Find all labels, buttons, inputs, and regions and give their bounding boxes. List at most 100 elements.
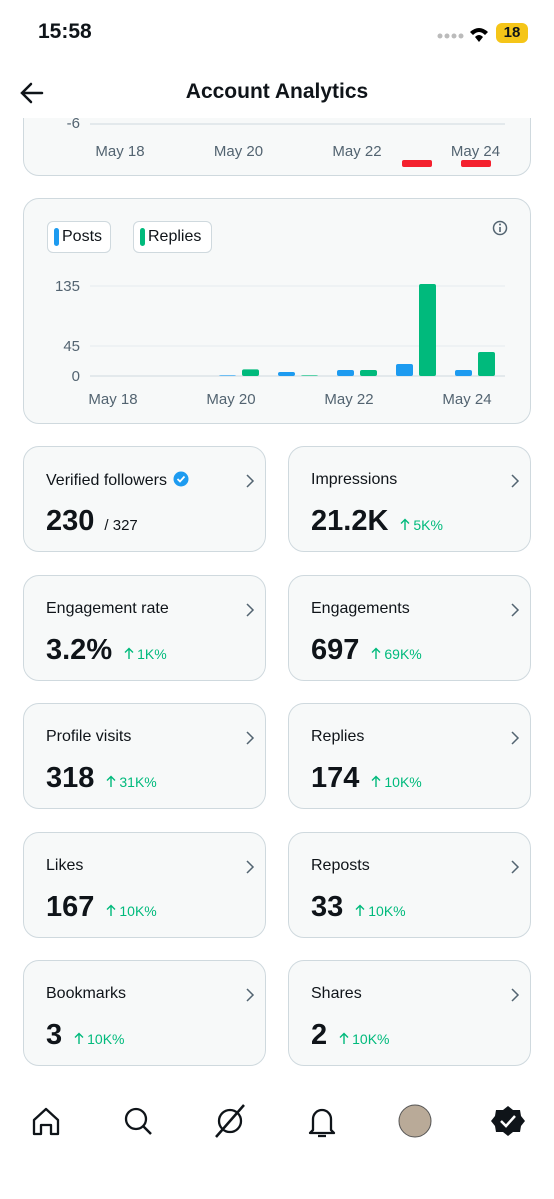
up-arrow [106, 775, 116, 787]
legend-swatch [140, 228, 145, 246]
chevron [246, 474, 255, 488]
metric-number: 697 [311, 633, 360, 666]
nav-premium[interactable] [491, 1106, 525, 1136]
metric-card[interactable]: Likes 167 10K% [23, 831, 266, 938]
metric-number: 3.2% [46, 633, 113, 666]
x-tick-label: May 18 [95, 143, 144, 160]
battery: 18 [496, 23, 528, 43]
y-tick-label: -6 [67, 115, 80, 132]
chevron [246, 602, 255, 617]
chevron [246, 988, 255, 1002]
metric-change-text: 1K% [137, 645, 167, 662]
metric-change-text: 31K% [119, 774, 157, 790]
up-arrow [371, 775, 381, 787]
metric-label: Bookmarks [46, 985, 127, 1002]
metric-change-text: 10K% [87, 1031, 125, 1047]
metric-card[interactable]: Engagements 697 69K% [288, 574, 531, 681]
metric-change: 10K% [74, 1031, 125, 1047]
y-tick-label: 45 [63, 338, 80, 355]
metric-label: Engagement rate [46, 599, 169, 617]
nav-search[interactable] [124, 1107, 152, 1135]
metric-label: Profile visits [46, 728, 132, 745]
chevron [511, 859, 520, 874]
chevron [246, 859, 255, 874]
metric-card[interactable]: Reposts 33 10K% [288, 831, 531, 938]
metric-card[interactable]: Replies 174 10K% [288, 703, 531, 809]
up-arrow [355, 904, 365, 916]
legend-label: Replies [148, 228, 202, 245]
up-arrow [74, 1032, 84, 1044]
metric-value: 2 10K% [311, 1019, 390, 1052]
metric-label: Replies [311, 728, 365, 745]
status-icons [437, 28, 488, 42]
x-tick-label: May 20 [214, 143, 263, 160]
bar [219, 375, 236, 376]
nav-grok[interactable] [215, 1104, 245, 1138]
metric-change: 1K% [124, 646, 167, 662]
nav-notifications[interactable] [308, 1108, 336, 1138]
legend-swatch [54, 228, 59, 246]
x-tick-label: May 18 [88, 391, 137, 408]
bar [278, 372, 295, 376]
x-tick-label: May 22 [324, 391, 373, 408]
metric-card[interactable]: Bookmarks 3 10K% [23, 960, 266, 1066]
y-tick-label: 0 [72, 368, 80, 385]
metric-label: Engagements [311, 599, 410, 617]
metric-change-text: 5K% [413, 517, 443, 533]
up-arrow [106, 904, 116, 916]
metric-value: 3.2% 1K% [46, 634, 167, 667]
metric-card[interactable]: Shares 2 10K% [288, 960, 531, 1066]
nav-home[interactable] [32, 1107, 60, 1136]
y-tick-label: 135 [55, 278, 80, 295]
info-icon[interactable] [492, 220, 508, 236]
legend-label: Posts [62, 228, 103, 245]
metric-card[interactable]: Profile visits 318 31K% [23, 703, 266, 809]
bar [337, 370, 354, 376]
metric-change: 31K% [106, 774, 157, 790]
metric-change: 10K% [371, 774, 422, 790]
metric-number: 21.2K [311, 505, 389, 537]
metric-value: 167 10K% [46, 891, 157, 924]
metric-value: 697 69K% [311, 634, 422, 667]
up-arrow [400, 518, 410, 530]
page-title: Account Analytics [185, 80, 369, 103]
nav-profile[interactable] [398, 1104, 432, 1138]
up-arrow [339, 1032, 349, 1044]
bar [455, 370, 472, 376]
legend-replies[interactable]: Replies [133, 221, 212, 253]
metric-card[interactable]: Engagement rate 3.2% 1K% [23, 574, 266, 681]
legend-posts[interactable]: Posts [47, 221, 111, 253]
bar [419, 284, 436, 376]
metric-change: 5K% [400, 517, 443, 533]
metric-value: 230 / 327 [46, 505, 138, 538]
metric-label: Verified followers [46, 471, 189, 490]
metric-change: 10K% [355, 902, 406, 919]
chevron [511, 731, 520, 745]
metric-card[interactable]: Impressions 21.2K 5K% [288, 446, 531, 552]
metric-value: 21.2K 5K% [311, 505, 443, 538]
metric-number: 33 [311, 890, 344, 923]
partial-bar [402, 160, 432, 167]
back-button[interactable] [20, 81, 46, 105]
metric-change-text: 69K% [384, 645, 422, 662]
chevron [511, 474, 520, 488]
bar [301, 375, 318, 376]
metric-change: 69K% [371, 645, 422, 662]
metric-change-text: 10K% [368, 902, 406, 919]
metric-card[interactable]: Verified followers 230 / 327 [23, 446, 266, 552]
metric-label: Shares [311, 985, 362, 1002]
metric-secondary: / 327 [104, 517, 138, 534]
bar [478, 352, 495, 376]
chevron [511, 602, 520, 617]
x-tick-label: May 22 [332, 143, 381, 160]
metric-label: Reposts [311, 856, 370, 874]
bar [360, 370, 377, 376]
chevron [246, 731, 255, 745]
x-tick-label: May 24 [442, 391, 491, 408]
metric-change-text: 10K% [352, 1031, 390, 1047]
metric-number: 174 [311, 762, 360, 794]
metric-change-text: 10K% [384, 774, 422, 790]
metric-value: 318 31K% [46, 762, 157, 795]
x-tick-label: May 24 [451, 143, 500, 160]
